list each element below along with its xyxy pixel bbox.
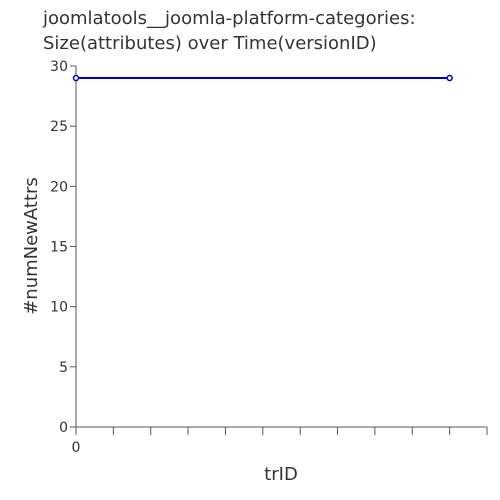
- y-axis-label: #numNewAttrs: [21, 177, 42, 315]
- chart-title-line-2: Size(attributes) over Time(versionID): [43, 33, 377, 54]
- y-tick-label: 15: [50, 240, 68, 256]
- x-tick-label: 0: [72, 440, 81, 456]
- y-tick-label: 0: [59, 420, 68, 436]
- y-tick-label: 25: [50, 119, 68, 135]
- chart-title-line-1: joomlatools__joomla-platform-categories:: [42, 8, 416, 29]
- y-tick-label: 5: [59, 360, 68, 376]
- series-layer: [72, 74, 453, 82]
- x-axis-label: trID: [264, 464, 298, 485]
- y-ticks: 0 5 10 15 20 25 30: [50, 59, 76, 436]
- y-tick-label: 30: [50, 59, 68, 75]
- x-ticks: [75, 427, 488, 435]
- data-point: [446, 74, 453, 82]
- x-tick-labels: 0: [72, 440, 81, 456]
- data-point: [72, 74, 80, 82]
- y-tick-label: 10: [50, 300, 68, 316]
- chart-title: joomlatools__joomla-platform-categories:…: [42, 8, 416, 54]
- y-tick-label: 20: [50, 179, 68, 195]
